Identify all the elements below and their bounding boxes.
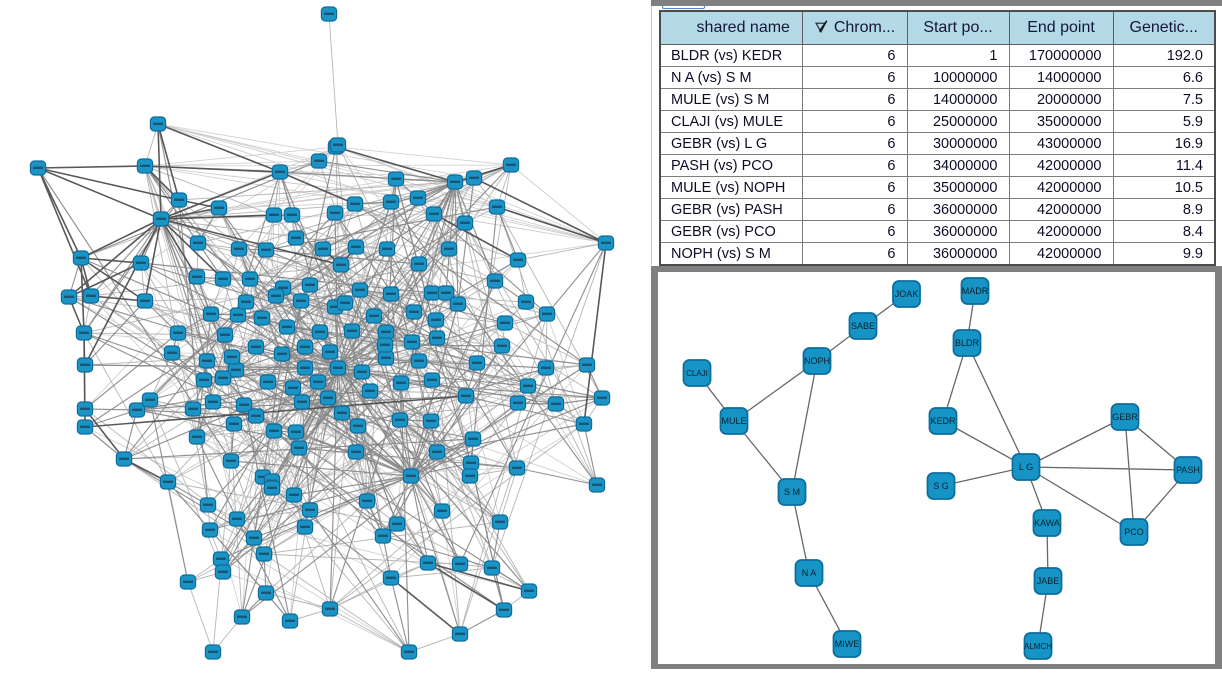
svg-text:NOPH: NOPH [804,356,830,366]
svg-text:JABE: JABE [1037,576,1060,586]
svg-text:S M: S M [784,487,800,497]
svg-text:KEDR: KEDR [930,416,956,426]
svg-text:N A: N A [802,568,817,578]
svg-text:PASH: PASH [1176,465,1200,475]
svg-text:MIWE: MIWE [835,639,860,649]
svg-text:S G: S G [933,481,949,491]
svg-text:L G: L G [1019,462,1033,472]
svg-text:SABE: SABE [851,321,875,331]
svg-text:CLAJI: CLAJI [686,369,708,378]
svg-text:PCO: PCO [1124,527,1144,537]
svg-text:GEBR: GEBR [1112,412,1138,422]
svg-text:MADR: MADR [962,286,989,296]
svg-text:ALMCH: ALMCH [1024,642,1052,651]
svg-text:MULE: MULE [721,416,746,426]
svg-text:KAWA: KAWA [1034,518,1060,528]
svg-text:JOAK: JOAK [895,289,919,299]
svg-text:BLDR: BLDR [955,338,980,348]
